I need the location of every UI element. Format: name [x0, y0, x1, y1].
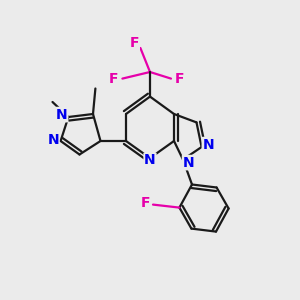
- Text: F: F: [141, 196, 150, 210]
- Text: N: N: [183, 156, 194, 170]
- Text: F: F: [109, 72, 119, 86]
- Text: N: N: [56, 108, 68, 122]
- Text: N: N: [144, 154, 156, 167]
- Text: N: N: [47, 133, 59, 146]
- Text: F: F: [175, 72, 184, 86]
- Text: N: N: [202, 138, 214, 152]
- Text: F: F: [130, 36, 139, 50]
